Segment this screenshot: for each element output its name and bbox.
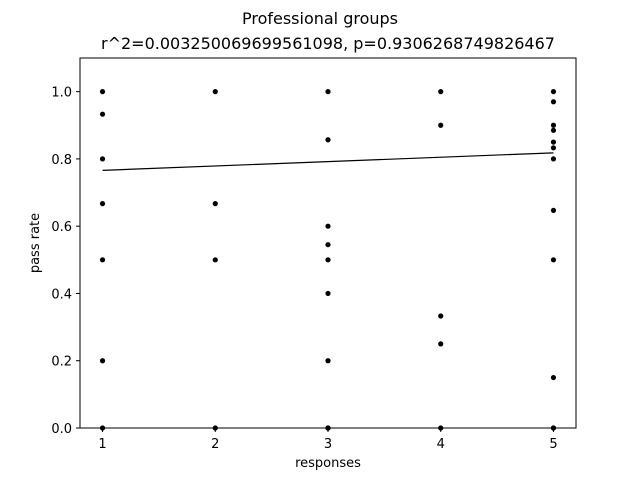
data-point — [325, 290, 331, 297]
data-point — [438, 89, 444, 95]
y-tick-label: 1.0 — [51, 86, 72, 101]
fit-line — [102, 152, 554, 171]
data-point — [212, 425, 218, 431]
data-point — [438, 122, 444, 128]
data-point — [550, 127, 557, 133]
data-point — [550, 145, 557, 151]
data-point — [212, 89, 218, 95]
data-point — [99, 358, 106, 364]
data-point — [550, 257, 557, 263]
x-tick-label: 2 — [211, 437, 219, 452]
data-point — [325, 242, 331, 248]
data-point — [99, 111, 106, 117]
y-tick-label: 0.0 — [51, 422, 72, 437]
data-point — [438, 313, 444, 319]
data-point — [438, 341, 444, 347]
data-point — [99, 156, 106, 162]
x-axis-label: responses — [295, 456, 361, 471]
data-point — [550, 207, 557, 213]
chart-title: Professional groups — [242, 9, 398, 28]
data-point — [550, 425, 557, 431]
fit-line-group — [102, 152, 554, 171]
data-point — [99, 201, 106, 207]
x-axis: 1 2 3 4 5 — [98, 428, 558, 452]
data-point — [550, 156, 557, 162]
data-point — [212, 201, 218, 207]
data-point — [438, 425, 444, 431]
data-point — [325, 425, 331, 431]
x-tick-label: 4 — [437, 437, 445, 452]
x-tick-label: 3 — [324, 437, 332, 452]
y-tick-label: 0.2 — [51, 355, 72, 370]
data-point — [325, 137, 331, 143]
data-point — [99, 257, 106, 263]
data-points — [99, 89, 557, 431]
data-point — [325, 257, 331, 263]
y-axis: 0.0 0.2 0.4 0.6 0.8 1.0 — [51, 86, 80, 437]
chart-subtitle: r^2=0.003250069699561098, p=0.9306268749… — [101, 34, 555, 53]
data-point — [99, 89, 106, 95]
data-point — [550, 374, 557, 381]
data-point — [325, 223, 331, 229]
data-point — [550, 89, 557, 95]
x-tick-label: 5 — [549, 437, 557, 452]
y-tick-label: 0.4 — [51, 287, 72, 302]
y-axis-label: pass rate — [28, 213, 43, 273]
data-point — [550, 122, 557, 128]
data-point — [325, 89, 331, 95]
data-point — [325, 358, 331, 364]
data-point — [550, 99, 557, 105]
data-point — [550, 139, 557, 145]
y-tick-label: 0.8 — [51, 153, 72, 168]
y-tick-label: 0.6 — [51, 220, 72, 235]
data-point — [212, 257, 218, 263]
x-tick-label: 1 — [98, 437, 106, 452]
data-point — [99, 425, 106, 431]
